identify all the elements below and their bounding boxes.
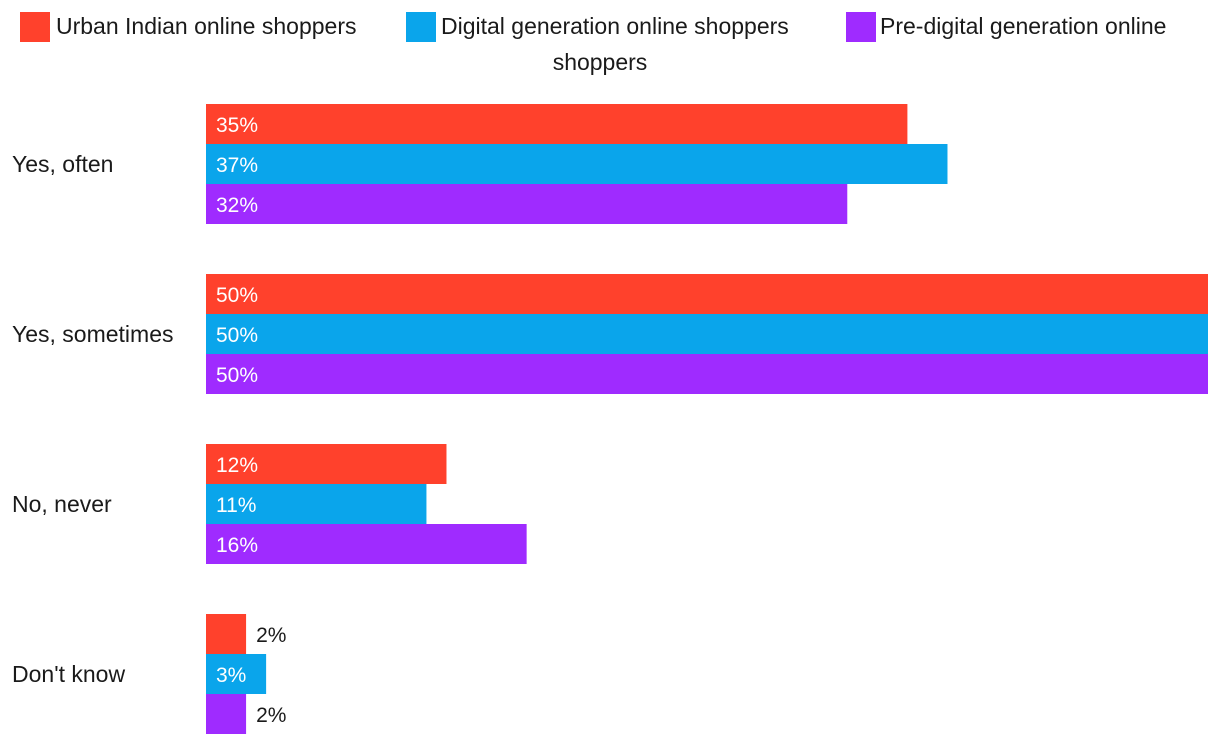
data-label-don-t-know-predigital: 2% xyxy=(256,704,286,727)
data-label-no-never-digital: 11% xyxy=(216,494,256,517)
legend-label-predigital-line1: Pre-digital generation online xyxy=(880,13,1166,39)
data-label-no-never-urban: 12% xyxy=(216,454,258,477)
chart-legend: Urban Indian online shoppers Digital gen… xyxy=(20,12,1166,75)
bar-yes-often-predigital[interactable] xyxy=(206,184,848,224)
data-label-yes-sometimes-digital: 50% xyxy=(216,324,258,347)
bar-no-never-digital[interactable] xyxy=(206,484,427,524)
category-label-don-t-know: Don't know xyxy=(12,661,125,687)
category-label-yes-sometimes: Yes, sometimes xyxy=(12,321,174,347)
data-label-yes-often-predigital: 32% xyxy=(216,194,258,217)
bar-don-t-know-predigital[interactable] xyxy=(206,694,247,734)
bar-don-t-know-digital[interactable] xyxy=(206,654,267,694)
data-label-yes-sometimes-predigital: 50% xyxy=(216,364,258,387)
legend-label-urban: Urban Indian online shoppers xyxy=(56,13,356,39)
plot-area: Yes, often 35% 37% 32% Yes, sometimes 50% 50% 5… xyxy=(12,104,1208,734)
data-label-yes-sometimes-urban: 50% xyxy=(216,284,258,307)
legend-label-digital: Digital generation online shoppers xyxy=(441,13,789,39)
data-label-don-t-know-urban: 2% xyxy=(256,624,286,647)
legend-swatch-predigital xyxy=(846,12,876,42)
category-label-yes-often: Yes, often xyxy=(12,151,113,177)
bar-yes-sometimes-urban[interactable] xyxy=(206,274,1208,314)
data-label-no-never-predigital: 16% xyxy=(216,534,258,557)
bar-yes-sometimes-digital[interactable] xyxy=(206,314,1208,354)
bar-yes-sometimes-predigital[interactable] xyxy=(206,354,1208,394)
legend-swatch-urban xyxy=(20,12,50,42)
data-label-don-t-know-digital: 3% xyxy=(216,664,246,687)
legend-item-predigital[interactable]: Pre-digital generation online shoppers xyxy=(553,12,1167,75)
bar-don-t-know-urban[interactable] xyxy=(206,614,247,654)
legend-item-digital[interactable]: Digital generation online shoppers xyxy=(406,12,789,42)
bar-yes-often-urban[interactable] xyxy=(206,104,908,144)
bar-no-never-urban[interactable] xyxy=(206,444,447,484)
data-label-yes-often-digital: 37% xyxy=(216,154,258,177)
bar-yes-often-digital[interactable] xyxy=(206,144,948,184)
bar-no-never-predigital[interactable] xyxy=(206,524,527,564)
legend-swatch-digital xyxy=(406,12,436,42)
legend-item-urban[interactable]: Urban Indian online shoppers xyxy=(20,12,356,42)
legend-label-predigital-line2: shoppers xyxy=(553,49,648,75)
category-label-no-never: No, never xyxy=(12,491,112,517)
data-label-yes-often-urban: 35% xyxy=(216,114,258,137)
